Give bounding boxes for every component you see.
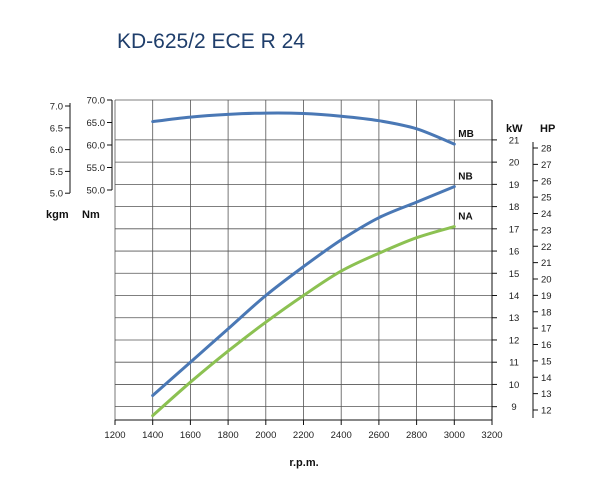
kw-tick-label: 14 [509,291,520,302]
kgm-tick-label: 5.5 [50,167,63,178]
kw-tick-label: 9 [511,402,516,413]
nm-tick-label: 65.0 [87,118,106,129]
hp-tick-label: 20 [541,275,552,286]
nm-tick-label: 60.0 [87,141,106,152]
kgm-tick-label: 7.0 [50,102,63,113]
series-labels: MB NB NA [458,129,474,222]
hp-tick-label: 15 [541,356,552,367]
kgm-tick-label: 6.0 [50,145,63,156]
x-tick-label: 3000 [444,430,465,441]
hp-unit-label: HP [540,123,555,135]
hp-tick-label: 17 [541,324,552,335]
hp-tick-label: 28 [541,144,552,155]
nm-unit-label: Nm [82,209,100,221]
kw-tick-label: 13 [509,313,520,324]
x-tick-label: 1800 [218,430,239,441]
x-axis-label: r.p.m. [289,457,318,469]
x-tick-label: 2000 [255,430,276,441]
nm-tick-label: 50.0 [87,186,106,197]
kw-tick-label: 17 [509,224,520,235]
kw-tick-label: 15 [509,269,520,280]
series-line-mb [151,111,456,146]
hp-tick-label: 13 [541,389,552,400]
hp-tick-label: 18 [541,307,552,318]
hp-tick-label: 24 [541,209,552,220]
kw-tick-label: 20 [509,158,520,169]
kw-tick-label: 16 [509,247,520,258]
hp-tick-label: 22 [541,242,552,253]
hp-tick-label: 14 [541,373,552,384]
hp-tick-label: 26 [541,176,552,187]
x-tick-label: 2400 [331,430,352,441]
kgm-tick-label: 5.0 [50,189,63,200]
hp-tick-label: 21 [541,258,552,269]
x-tick-label: 2200 [293,430,314,441]
hp-tick-label: 19 [541,291,552,302]
kw-tick-label: 11 [509,358,519,369]
kw-unit-label: kW [506,123,523,135]
hp-tick-label: 16 [541,340,552,351]
hp-tick-label: 12 [541,406,552,417]
x-tick-label: 2600 [368,430,389,441]
hp-tick-label: 23 [541,225,552,236]
x-tick-label: 3200 [481,430,502,441]
series-line-na [151,225,456,418]
series-label-mb: MB [458,129,474,140]
kw-tick-label: 21 [509,135,520,146]
x-tick-label: 1200 [104,430,125,441]
nm-tick-label: 55.0 [87,163,106,174]
hp-tick-label: 27 [541,160,552,171]
chart-title: KD-625/2 ECE R 24 [117,30,305,53]
x-tick-label: 2800 [406,430,427,441]
grid [114,99,493,420]
kw-tick-label: 12 [509,335,520,346]
hp-tick-label: 25 [541,193,552,204]
x-tick-label: 1600 [180,430,201,441]
series-lines [151,111,456,418]
series-label-nb: NB [458,172,472,183]
kw-tick-label: 19 [509,180,520,191]
kw-tick-label: 18 [509,202,520,213]
x-tick-label: 1400 [142,430,163,441]
series-label-na: NA [458,212,472,223]
kgm-tick-label: 6.5 [50,123,63,134]
kgm-unit-label: kgm [46,209,69,221]
series-line-nb [151,185,456,397]
axes: 1200 1400 1600 1800 2000 2200 2400 2600 2800 3000… [46,96,555,442]
kw-tick-label: 10 [509,380,520,391]
nm-tick-label: 70.0 [87,96,106,107]
